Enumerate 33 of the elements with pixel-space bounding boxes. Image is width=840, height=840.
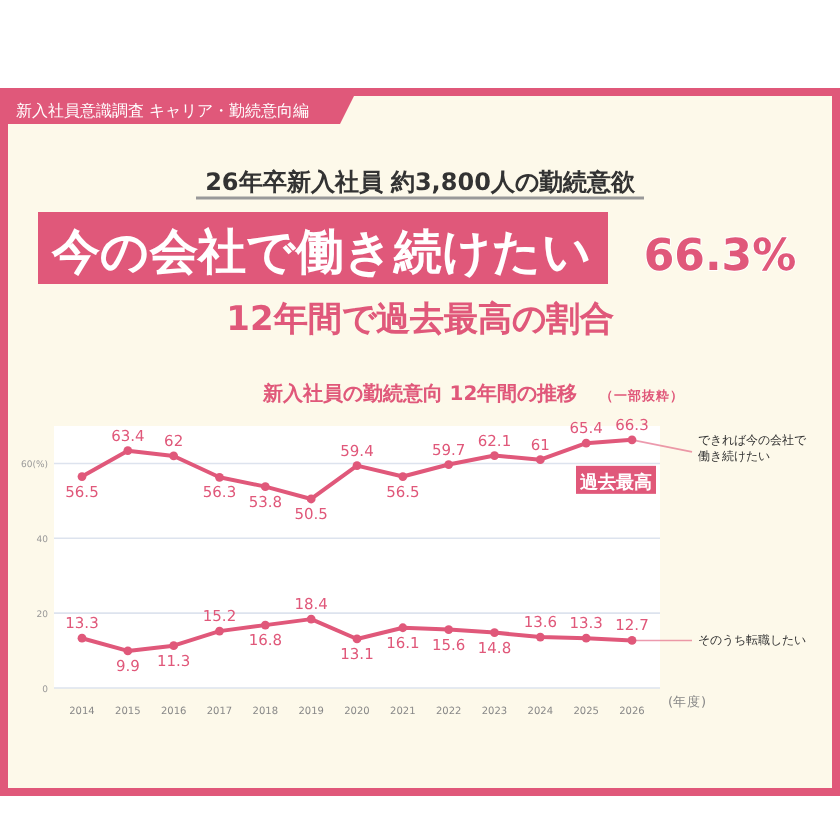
point [627,435,637,445]
point [444,460,454,469]
point [352,461,362,471]
point [398,623,408,633]
point [215,626,224,636]
point [306,494,316,504]
point [260,620,270,630]
point [535,632,545,642]
point [260,482,270,492]
point [444,625,454,635]
text: 26年卒新入社員 約3,800人の勤続意欲 [205,168,637,196]
point [398,472,408,481]
point [581,633,591,643]
text: 12年間で過去最高の割合 [226,300,614,340]
text: 今の会社で働き続けたい [50,224,592,280]
point [490,628,499,638]
point [581,438,591,448]
point [352,634,362,644]
point [215,472,224,482]
chart-title: 新入社員の勤続意向 12年間の推移 [260,382,578,406]
point [77,633,87,643]
annotation: 過去最高 [578,471,652,494]
point [123,646,133,656]
point [169,641,179,651]
point [490,451,499,460]
text: 新入社員意識調査 キャリア・勤続意向編 [16,102,310,120]
point [535,455,545,465]
point [627,636,637,645]
point [123,446,133,456]
text: 66.3% [643,232,797,282]
point [169,451,179,461]
point [306,614,316,624]
point [77,472,87,481]
